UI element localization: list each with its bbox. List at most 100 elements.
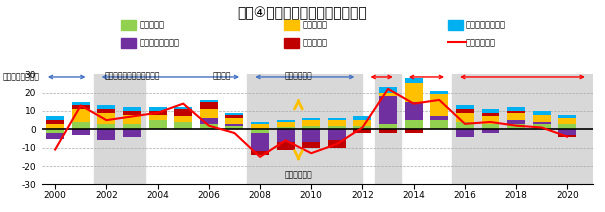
- Bar: [72, 129, 90, 135]
- Bar: [533, 122, 551, 124]
- Bar: [72, 105, 90, 109]
- Bar: [507, 107, 525, 111]
- Bar: [72, 102, 90, 105]
- Bar: [200, 124, 218, 129]
- Bar: [302, 129, 320, 142]
- Bar: [507, 120, 525, 124]
- Bar: [558, 118, 576, 124]
- Bar: [247, 74, 362, 184]
- Bar: [72, 109, 90, 122]
- Bar: [430, 120, 448, 129]
- Bar: [353, 116, 371, 120]
- Bar: [430, 116, 448, 120]
- Bar: [123, 129, 141, 137]
- Bar: [456, 105, 474, 109]
- Bar: [405, 102, 423, 120]
- Bar: [482, 109, 500, 113]
- Text: 円安・ドル高: 円安・ドル高: [284, 72, 312, 81]
- Bar: [558, 129, 576, 135]
- Bar: [46, 124, 64, 129]
- Bar: [174, 122, 192, 129]
- Bar: [507, 124, 525, 129]
- Bar: [353, 126, 371, 129]
- Bar: [276, 142, 295, 149]
- Bar: [200, 100, 218, 102]
- Bar: [174, 116, 192, 122]
- Bar: [328, 140, 346, 148]
- Bar: [276, 120, 295, 122]
- Bar: [226, 124, 243, 126]
- Bar: [97, 124, 116, 129]
- Bar: [149, 120, 166, 129]
- Bar: [379, 93, 397, 96]
- Bar: [405, 83, 423, 102]
- Bar: [328, 118, 346, 120]
- Bar: [456, 109, 474, 113]
- Bar: [482, 129, 500, 133]
- Bar: [452, 74, 593, 184]
- Bar: [405, 120, 423, 129]
- Bar: [123, 107, 141, 111]
- Bar: [251, 151, 269, 155]
- Bar: [482, 116, 500, 124]
- Bar: [200, 102, 218, 109]
- Bar: [456, 122, 474, 129]
- Bar: [97, 105, 116, 109]
- Bar: [97, 113, 116, 124]
- Bar: [507, 113, 525, 120]
- Bar: [482, 124, 500, 129]
- Bar: [353, 129, 371, 133]
- Bar: [276, 122, 295, 127]
- Bar: [379, 96, 397, 124]
- Bar: [328, 120, 346, 126]
- Bar: [379, 87, 397, 93]
- Bar: [430, 94, 448, 116]
- Bar: [226, 126, 243, 129]
- Bar: [174, 109, 192, 116]
- Text: リスクプレミアム: リスクプレミアム: [139, 38, 179, 47]
- Bar: [456, 113, 474, 122]
- Bar: [302, 126, 320, 129]
- Bar: [251, 129, 269, 133]
- Bar: [72, 122, 90, 129]
- Bar: [251, 133, 269, 151]
- Bar: [226, 113, 243, 115]
- Bar: [533, 111, 551, 115]
- Text: ＜金利＞: ＜金利＞: [212, 72, 231, 81]
- Bar: [379, 124, 397, 129]
- Bar: [302, 120, 320, 126]
- Bar: [533, 124, 551, 129]
- Bar: [123, 124, 141, 129]
- Bar: [558, 135, 576, 137]
- Text: 円高・ドル安: 円高・ドル安: [284, 171, 312, 180]
- Bar: [200, 109, 218, 118]
- Bar: [507, 111, 525, 113]
- Text: マネタリーベース: マネタリーベース: [466, 20, 506, 29]
- Bar: [302, 118, 320, 120]
- Bar: [430, 91, 448, 94]
- Text: ＜量：マネタリーベース＞: ＜量：マネタリーベース＞: [104, 72, 160, 81]
- Bar: [251, 124, 269, 129]
- Bar: [533, 115, 551, 122]
- Bar: [94, 74, 145, 184]
- Bar: [123, 111, 141, 115]
- Text: ドル円レート: ドル円レート: [466, 38, 496, 47]
- Bar: [456, 129, 474, 137]
- Text: 実質金利差: 実質金利差: [302, 38, 327, 47]
- Text: 図表④　ドル円レートの要因分解: 図表④ ドル円レートの要因分解: [238, 6, 367, 20]
- Bar: [328, 129, 346, 140]
- Bar: [46, 129, 64, 133]
- Bar: [375, 74, 401, 184]
- Bar: [328, 126, 346, 129]
- Bar: [46, 133, 64, 138]
- Bar: [558, 115, 576, 118]
- Bar: [123, 115, 141, 124]
- Bar: [149, 107, 166, 111]
- Text: 購買力平価: 購買力平価: [302, 20, 327, 29]
- Bar: [226, 115, 243, 118]
- Bar: [405, 129, 423, 133]
- Text: （前年同期比％）: （前年同期比％）: [3, 72, 40, 81]
- Bar: [276, 127, 295, 129]
- Bar: [251, 122, 269, 124]
- Bar: [226, 118, 243, 124]
